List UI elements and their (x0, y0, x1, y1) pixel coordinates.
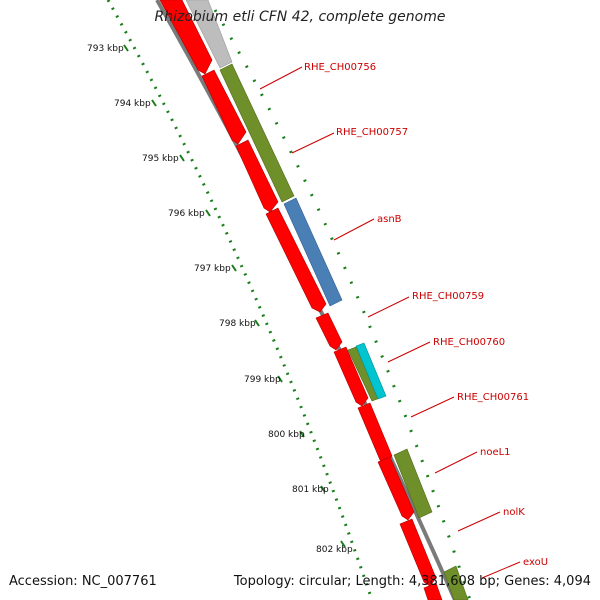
gene-track (185, 0, 469, 600)
gene-label-rhe-ch00759[interactable]: RHE_CH00759 (412, 291, 484, 302)
cds-arrow-8[interactable] (377, 456, 415, 521)
kbp-tick-arc (106, 0, 374, 600)
kbp-label-801: 801 kbp (292, 485, 329, 495)
kbp-label-800: 800 kbp (268, 430, 305, 440)
kbp-label-794: 794 kbp (114, 99, 151, 109)
kbp-label-797: 797 kbp (194, 264, 231, 274)
cds-arrow-4[interactable] (265, 207, 327, 313)
genome-title: Rhizobium etli CFN 42, complete genome (154, 9, 446, 25)
kbp-label-795: 795 kbp (142, 154, 179, 164)
gene-bar-asnb[interactable] (283, 197, 343, 307)
gene-label-rhe-ch00757[interactable]: RHE_CH00757 (336, 127, 408, 138)
cds-arrow-5[interactable] (315, 312, 343, 351)
gene-bar-grey[interactable] (185, 0, 233, 69)
gene-bar-rhe-ch00757[interactable] (219, 63, 295, 203)
gene-label-noel1[interactable]: noeL1 (480, 447, 511, 458)
gene-label-exou[interactable]: exoU (523, 557, 548, 568)
kbp-major-ticks (123, 44, 346, 548)
gene-bar-exou[interactable] (443, 565, 469, 600)
genome-summary-text: Topology: circular; Length: 4,381,608 bp… (233, 574, 591, 589)
gene-label-nolk[interactable]: nolK (503, 507, 525, 518)
cds-arrow-10[interactable] (423, 582, 443, 600)
cds-arrow-2[interactable] (201, 69, 247, 145)
cds-arrow-1[interactable] (159, 0, 213, 75)
gene-label-rhe-ch00756[interactable]: RHE_CH00756 (304, 62, 376, 73)
accession-text: Accession: NC_007761 (9, 574, 157, 589)
kbp-label-798: 798 kbp (219, 319, 256, 329)
gene-label-rhe-ch00760[interactable]: RHE_CH00760 (433, 337, 505, 348)
gene-bar-noel1[interactable] (393, 448, 433, 519)
kbp-label-793: 793 kbp (87, 44, 124, 54)
kbp-label-799: 799 kbp (244, 375, 281, 385)
cds-arrow-3[interactable] (235, 139, 279, 213)
label-leaders (259, 66, 521, 579)
kbp-label-796: 796 kbp (168, 209, 205, 219)
outer-tick-arc (213, 9, 472, 600)
gene-label-rhe-ch00761[interactable]: RHE_CH00761 (457, 392, 529, 403)
kbp-label-802: 802 kbp (316, 545, 353, 555)
gene-label-asnb[interactable]: asnB (377, 214, 402, 225)
cds-arrow-6[interactable] (333, 346, 369, 407)
gene-bar-rhe-ch00760-cyan[interactable] (355, 342, 387, 400)
cds-track (159, 0, 443, 600)
cds-arrow-9[interactable] (399, 518, 437, 587)
